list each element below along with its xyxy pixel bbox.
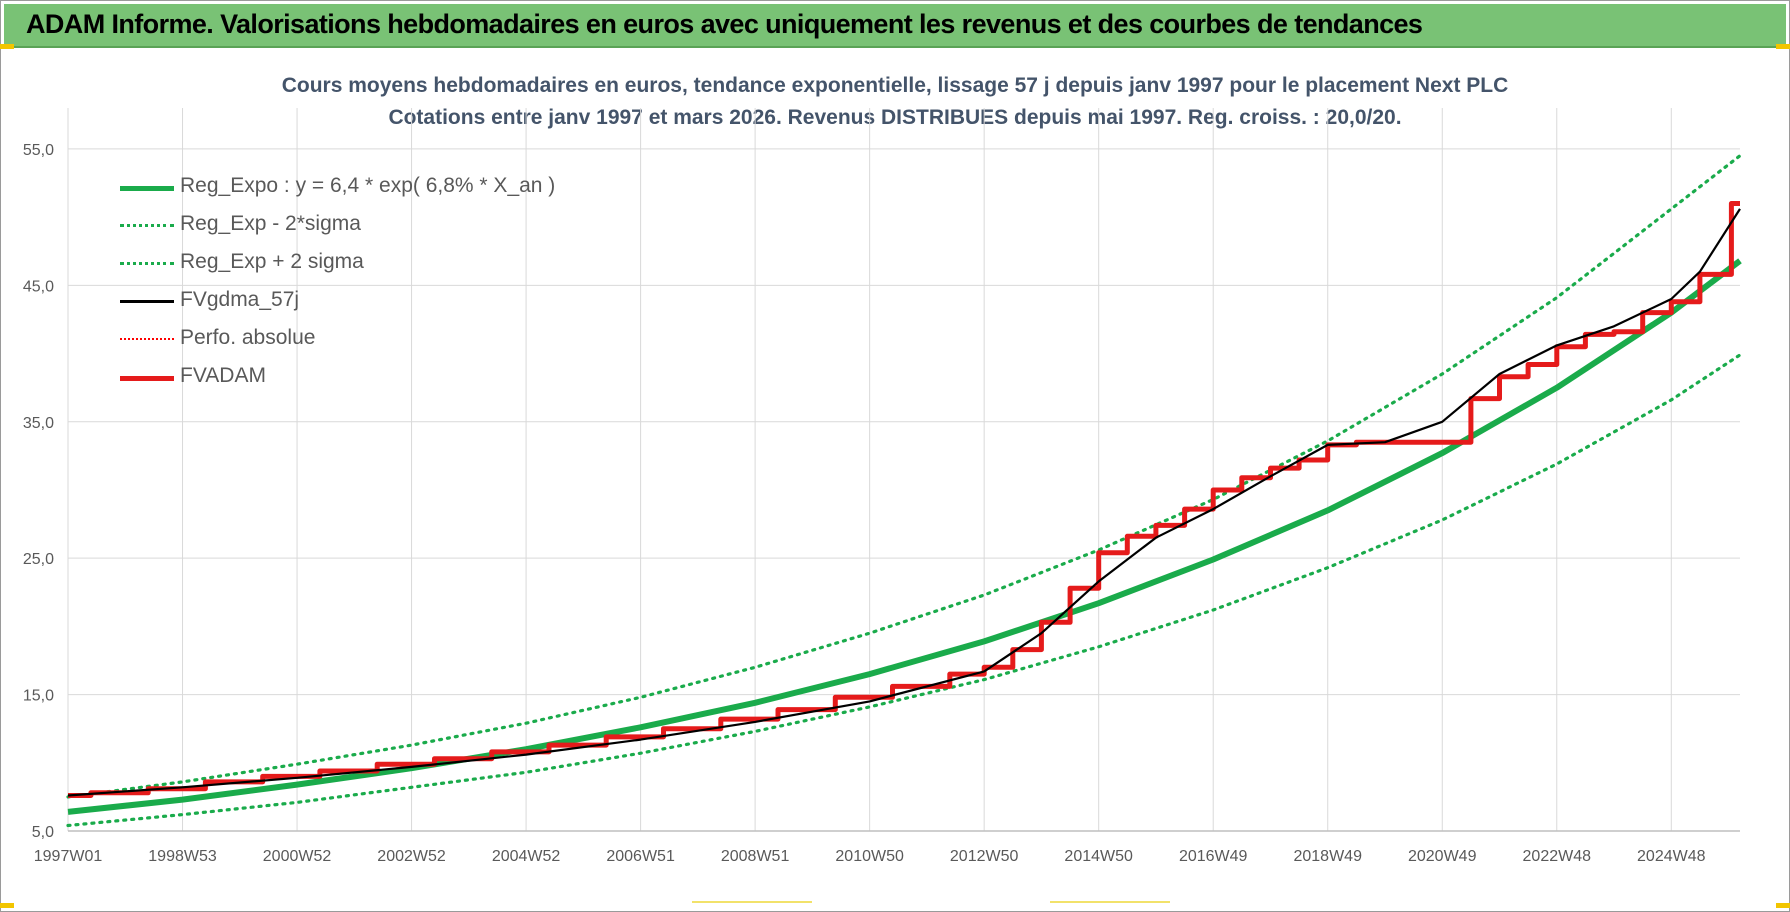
legend-swatch-fvgdma [120,300,174,303]
series-fvadam-line [68,201,1740,798]
x-tick-label: 2018W49 [1293,848,1362,865]
x-tick-label: 2020W49 [1408,848,1477,865]
y-tick-label: 5,0 [32,824,54,841]
x-tick-label: 1998W53 [148,848,217,865]
x-tick-label: 2000W52 [263,848,332,865]
resize-handle-bottom-right[interactable] [1776,903,1790,908]
x-tick-label: 2002W52 [377,848,446,865]
y-tick-label: 45,0 [23,278,54,295]
legend-swatch-fvadam [120,376,174,381]
legend-swatch-reg-expo [120,186,174,191]
x-tick-label: 2010W50 [835,848,904,865]
selection-handle-bottom-2[interactable] [1050,901,1170,903]
resize-handle-bottom-left[interactable] [0,903,14,908]
chart-title: Cours moyens hebdomadaires en euros, ten… [281,74,1509,97]
report-title: ADAM Informe. Valorisations hebdomadaire… [26,9,1423,39]
legend-label: Reg_Exp - 2*sigma [180,212,361,235]
report-banner: ADAM Informe. Valorisations hebdomadaire… [4,4,1786,48]
x-tick-label: 2006W51 [606,848,675,865]
series-reg-exp-plus-line [66,154,1742,799]
y-tick-label: 35,0 [23,415,54,432]
resize-handle-top-left[interactable] [0,44,14,49]
x-tick-label: 2016W49 [1179,848,1248,865]
selection-handle-bottom-1[interactable] [692,901,812,903]
y-tick-label: 55,0 [23,142,54,159]
legend-swatch-perfo-absolue [120,338,174,340]
x-tick-label: 2008W51 [721,848,790,865]
series-fvgdma-line [67,208,1741,797]
y-tick-label: 25,0 [23,551,54,568]
x-tick-label: 1997W01 [34,848,103,865]
legend-label: FVADAM [180,364,266,387]
legend-label: FVgdma_57j [180,288,300,311]
legend-label: Reg_Expo : y = 6,4 * exp( 6,8% * X_an ) [180,174,556,197]
series-reg-exp-minus-line [66,353,1742,828]
x-tick-label: 2024W48 [1637,848,1706,865]
x-tick-label: 2022W48 [1523,848,1592,865]
chart-subtitle: Cotations entre janv 1997 et mars 2026. … [388,106,1402,129]
y-tick-label: 15,0 [23,688,54,705]
series-reg-expo-line [67,258,1742,815]
x-tick-label: 2014W50 [1064,848,1133,865]
legend-swatch-reg-exp-minus [120,224,174,227]
legend-label: Perfo. absolue [180,326,316,349]
x-tick-label: 2004W52 [492,848,561,865]
legend-swatch-reg-exp-plus [120,262,174,265]
resize-handle-top-right[interactable] [1776,44,1790,49]
x-tick-label: 2012W50 [950,848,1019,865]
legend-label: Reg_Exp + 2 sigma [180,250,364,273]
